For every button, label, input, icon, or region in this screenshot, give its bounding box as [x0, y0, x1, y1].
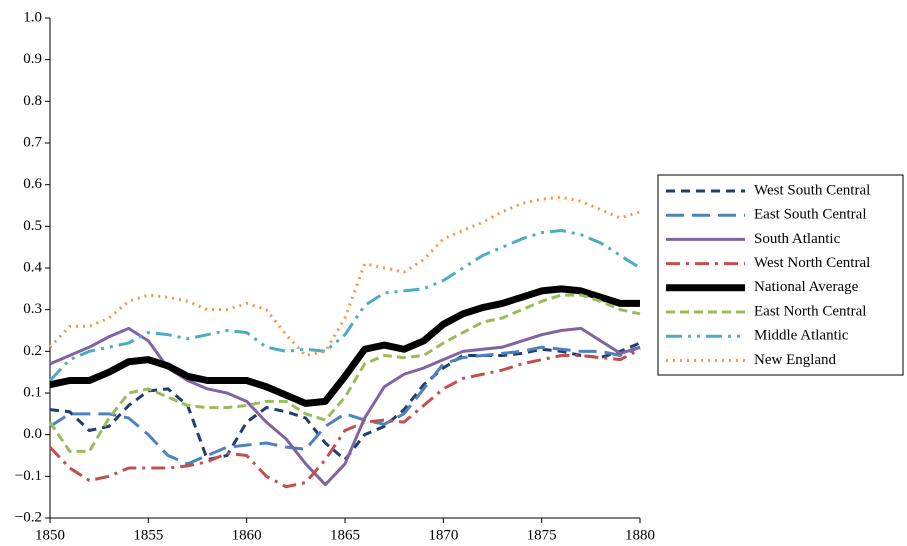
- x-tick-label: 1850: [35, 527, 65, 543]
- y-tick-label: 0.9: [23, 51, 42, 67]
- y-tick-label: 0.6: [23, 176, 42, 192]
- y-tick-label: 0.7: [23, 134, 42, 150]
- series-line: [49, 345, 641, 466]
- legend-label: West North Central: [754, 255, 870, 271]
- y-tick-label: 0.1: [23, 384, 42, 400]
- legend-label: South Atlantic: [754, 231, 841, 247]
- x-tick-label: 1880: [625, 527, 655, 543]
- legend-label: East North Central: [754, 303, 866, 319]
- x-tick-label: 1875: [527, 527, 557, 543]
- x-tick-label: 1860: [232, 527, 262, 543]
- x-tick-label: 1870: [428, 527, 458, 543]
- series-line: [48, 195, 641, 357]
- y-tick-label: 0.2: [23, 343, 42, 359]
- y-tick-label: 0.5: [23, 218, 42, 234]
- series-line: [48, 229, 641, 382]
- legend-label: New England: [754, 352, 837, 368]
- legend-box: [657, 174, 904, 376]
- legend-label: West South Central: [754, 182, 870, 198]
- x-tick-label: 1865: [330, 527, 360, 543]
- series-line: [49, 326, 641, 487]
- y-tick-label: −0.1: [15, 468, 42, 484]
- series-line: [49, 285, 640, 407]
- y-tick-label: 1.0: [23, 9, 42, 25]
- x-tick-label: 1855: [133, 527, 163, 543]
- series-line: [48, 347, 641, 489]
- y-tick-label: −0.2: [15, 509, 42, 525]
- series-line: [49, 341, 641, 462]
- series-line: [48, 293, 641, 453]
- legend-label: East South Central: [754, 207, 867, 223]
- y-tick-label: 0.3: [23, 301, 42, 317]
- y-tick-label: 0.4: [23, 259, 42, 275]
- legend-label: National Average: [754, 279, 859, 295]
- y-tick-label: 0.8: [23, 93, 42, 109]
- legend-label: Middle Atlantic: [754, 328, 849, 344]
- y-tick-label: 0.0: [23, 426, 42, 442]
